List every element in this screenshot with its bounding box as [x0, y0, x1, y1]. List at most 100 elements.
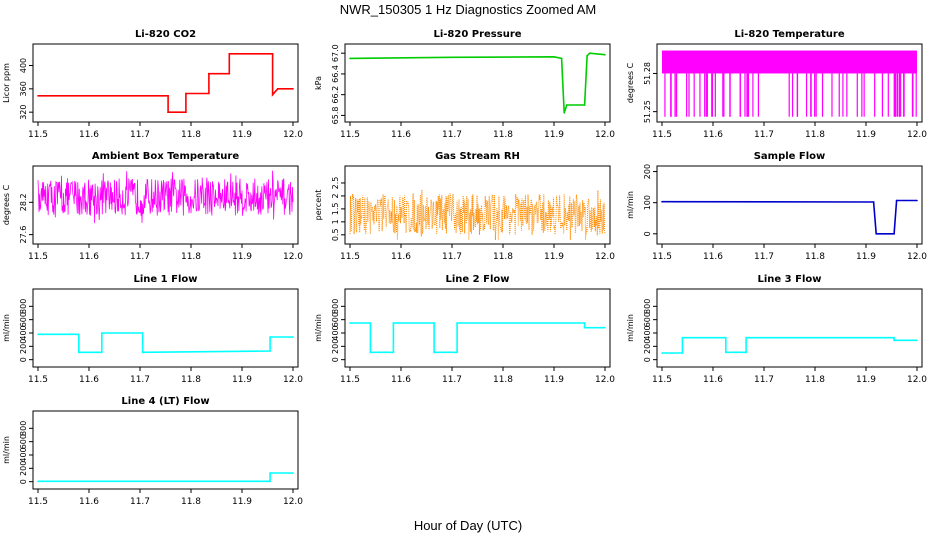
y-tick-label: 0: [19, 479, 28, 484]
data-point: [269, 472, 271, 474]
series-line: [38, 52, 293, 113]
panel-title: Sample Flow: [754, 151, 826, 162]
x-tick-label: 11.6: [391, 130, 411, 140]
y-tick-label: 320: [19, 105, 28, 120]
data-point: [349, 322, 351, 324]
y-tick-label: 2: [331, 193, 340, 198]
x-tick-label: 11.5: [652, 375, 672, 385]
data-point: [228, 53, 231, 55]
data-point: [37, 95, 39, 97]
x-tick-label: 12.0: [595, 130, 615, 140]
x-tick-label: 11.5: [340, 375, 360, 385]
y-axis-label: ml/min: [314, 314, 323, 342]
y-axis-label: ml/min: [626, 314, 635, 342]
y-tick-label: 28.2: [19, 193, 28, 211]
y-tick-label: 600: [643, 312, 652, 327]
y-tick-label: 200: [643, 164, 652, 179]
x-tick-label: 11.8: [181, 252, 201, 262]
x-tick-label: 11.5: [652, 130, 672, 140]
x-tick-label: 11.6: [703, 252, 723, 262]
x-tick-label: 11.6: [703, 375, 723, 385]
panel-title: Line 4 (LT) Flow: [121, 396, 209, 407]
panel-6: Sample Flow ml/min 0 100 200 11.5 11.6 11.7 11.8…: [626, 151, 927, 262]
x-tick-label: 12.0: [283, 130, 303, 140]
x-tick-label: 11.7: [754, 375, 774, 385]
plot-frame: [656, 165, 923, 245]
y-axis-label: ml/min: [2, 436, 11, 464]
data-point: [185, 111, 187, 113]
panel-title: Li-820 Pressure: [433, 29, 521, 40]
plot-frame: [344, 165, 611, 245]
x-tick-label: 11.8: [181, 497, 201, 507]
data-point: [208, 72, 210, 75]
x-tick-label: 12.0: [907, 252, 927, 262]
x-tick-label: 11.7: [442, 130, 462, 140]
data-point: [586, 54, 588, 57]
y-axis-label: degrees C: [2, 184, 11, 225]
data-point: [583, 104, 586, 106]
data-point: [271, 53, 274, 55]
x-tick-label: 11.9: [544, 252, 564, 262]
x-tick-label: 11.7: [130, 130, 150, 140]
data-point: [369, 351, 372, 354]
x-tick-label: 12.0: [907, 130, 927, 140]
plot-frame: [32, 165, 299, 245]
y-tick-label: 66.4: [331, 65, 340, 83]
data-point: [553, 56, 555, 58]
y-tick-label: 66.2: [331, 86, 340, 104]
data-point: [583, 326, 586, 329]
y-tick-label: 400: [643, 325, 652, 340]
data-point: [208, 92, 210, 95]
data-point: [604, 326, 606, 329]
x-tick-label: 12.0: [595, 375, 615, 385]
figure-title: NWR_150305 1 Hz Diagnostics Zoomed AM: [339, 2, 597, 17]
data-point: [185, 92, 187, 95]
x-tick-label: 11.8: [493, 130, 513, 140]
data-point: [583, 322, 586, 324]
y-tick-label: 400: [331, 325, 340, 340]
data-point: [893, 339, 895, 342]
y-tick-label: 800: [19, 299, 28, 314]
data-point: [141, 332, 144, 334]
x-tick-label: 11.8: [181, 375, 201, 385]
data-point: [392, 351, 395, 354]
y-tick-label: 400: [19, 325, 28, 340]
data-point: [269, 350, 271, 352]
y-tick-label: 360: [19, 81, 28, 96]
x-tick-label: 11.9: [232, 497, 252, 507]
series-line: [38, 472, 293, 483]
x-tick-label: 11.7: [442, 375, 462, 385]
y-axis-label: Licor ppm: [2, 63, 11, 103]
data-point: [269, 480, 271, 483]
data-point: [893, 232, 895, 235]
plot-frame: [656, 43, 923, 123]
data-point: [681, 336, 684, 339]
series-line: [350, 322, 605, 354]
x-tick-label: 11.8: [493, 375, 513, 385]
data-point: [141, 351, 144, 354]
plot-frame: [32, 288, 299, 368]
y-tick-label: 0: [643, 231, 652, 236]
x-tick-label: 11.7: [130, 375, 150, 385]
x-tick-label: 11.9: [544, 130, 564, 140]
panel-title: Gas Stream RH: [435, 151, 520, 162]
panel-title: Line 1 Flow: [134, 274, 198, 285]
series-line: [662, 336, 917, 354]
data-point: [661, 352, 663, 354]
series-line: [349, 189, 606, 241]
y-tick-label: 1: [331, 219, 340, 224]
y-tick-label: 200: [19, 339, 28, 354]
panel-title: Line 3 Flow: [758, 274, 822, 285]
data-point: [228, 72, 231, 75]
y-tick-label: 65.8: [331, 107, 340, 125]
y-tick-label: 600: [19, 434, 28, 449]
x-tick-label: 11.5: [28, 252, 48, 262]
y-axis-label: ml/min: [626, 191, 635, 219]
x-tick-label: 11.8: [493, 252, 513, 262]
x-tick-label: 11.6: [79, 252, 99, 262]
y-tick-label: 2.5: [331, 177, 340, 190]
